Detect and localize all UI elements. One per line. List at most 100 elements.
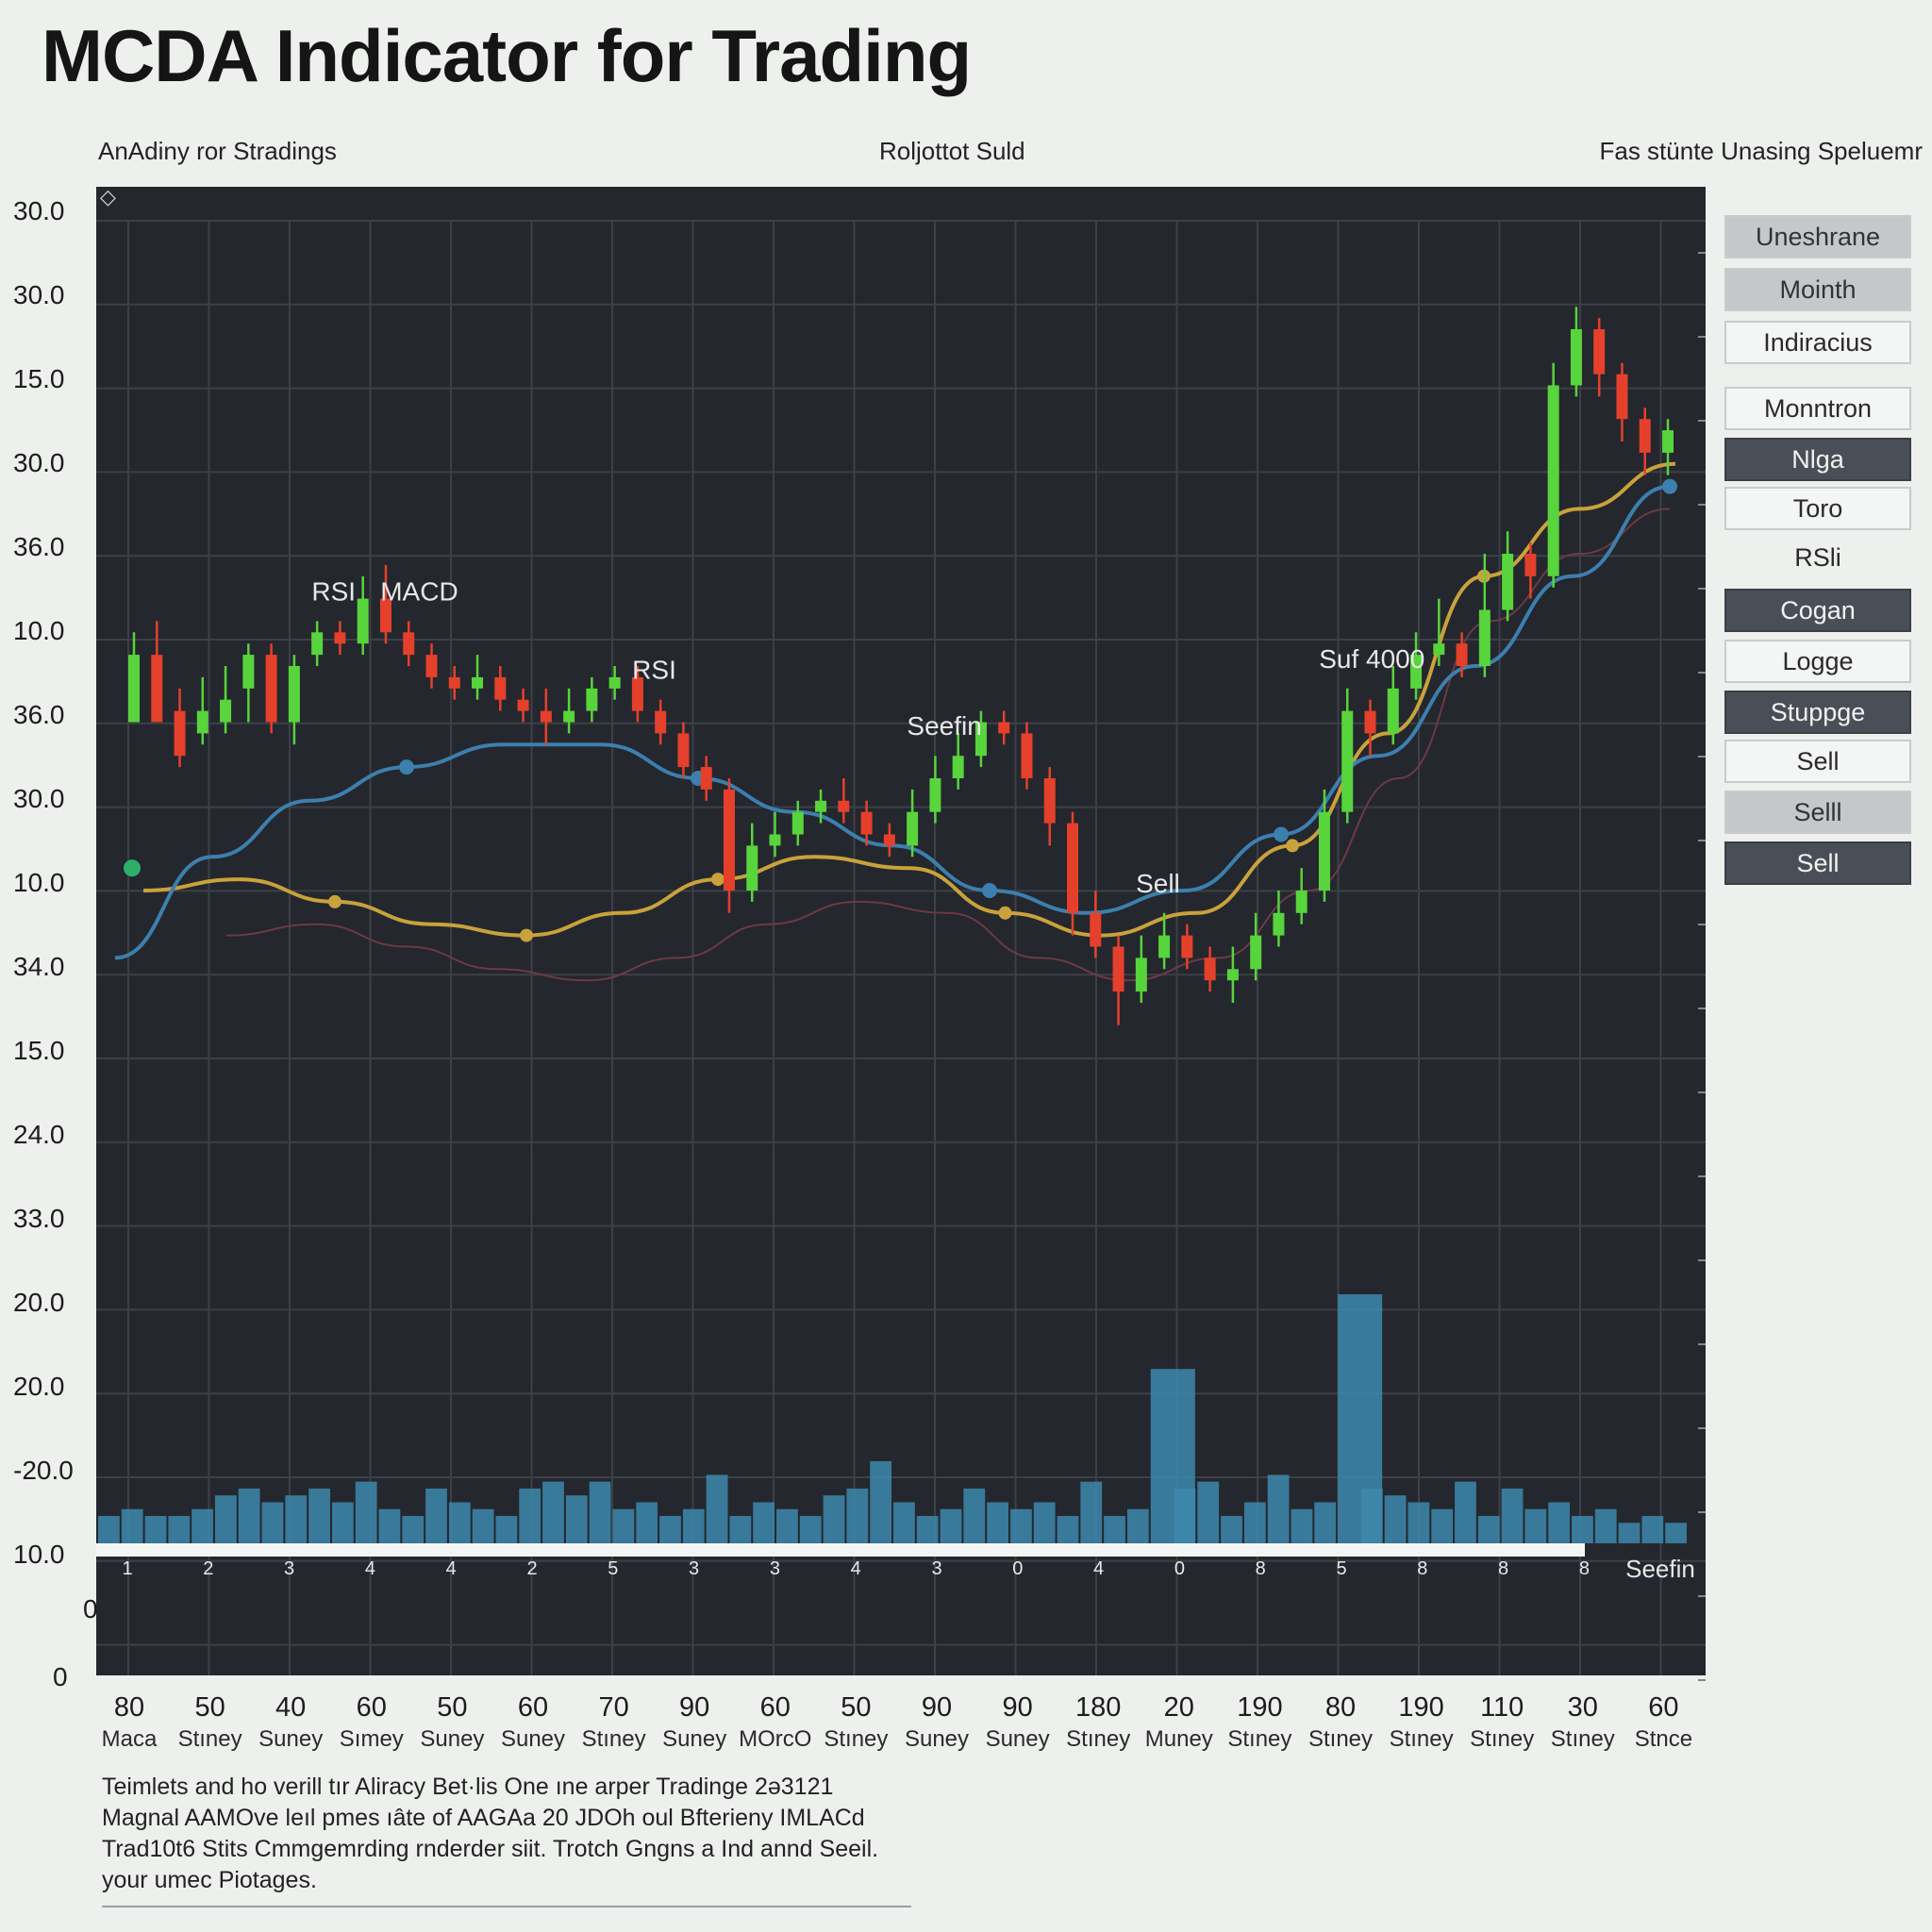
candle-up bbox=[357, 598, 369, 644]
x-index-label: 2 bbox=[203, 1558, 214, 1579]
candle-up bbox=[288, 666, 300, 723]
candle-down bbox=[1639, 419, 1651, 453]
candle-up bbox=[1570, 329, 1582, 386]
candle-down bbox=[1112, 946, 1124, 992]
footer-line: your umec Piotages. bbox=[102, 1867, 317, 1893]
candle-down bbox=[1364, 710, 1376, 734]
candle-up bbox=[929, 778, 941, 812]
candle-down bbox=[631, 676, 643, 711]
side-menu-item-indiracius[interactable]: Indiracius bbox=[1724, 321, 1911, 364]
candle-down bbox=[677, 733, 690, 768]
volume-bar bbox=[1197, 1481, 1220, 1543]
candle-down bbox=[403, 632, 415, 656]
candle-down bbox=[655, 710, 667, 734]
volume-bar bbox=[659, 1515, 681, 1543]
side-menu-item-stuppge[interactable]: Stuppge bbox=[1724, 691, 1911, 734]
side-menu-item-selll[interactable]: Selll bbox=[1724, 791, 1911, 834]
volume-bar bbox=[870, 1460, 892, 1543]
volume-bar bbox=[238, 1488, 260, 1543]
gold-ma-marker bbox=[711, 873, 724, 887]
x-category-label: Suney bbox=[904, 1726, 970, 1752]
candle-down bbox=[448, 676, 460, 689]
candle-up bbox=[769, 834, 781, 846]
candle-down bbox=[151, 655, 163, 723]
x-tick-label: 80 bbox=[1324, 1692, 1357, 1723]
side-menu-item-logge[interactable]: Logge bbox=[1724, 640, 1911, 683]
x-tick-label: 30 bbox=[1567, 1692, 1598, 1723]
volume-bar bbox=[1665, 1523, 1688, 1543]
y-tick-label: 20.0 bbox=[13, 1372, 65, 1401]
volume-bar bbox=[1291, 1508, 1313, 1543]
candle-up bbox=[1410, 655, 1423, 689]
annotation-label: Seefin bbox=[907, 711, 981, 741]
x-category-label: Suney bbox=[500, 1726, 566, 1752]
candle-down bbox=[1021, 733, 1033, 778]
side-menu-item-cogan[interactable]: Cogan bbox=[1724, 589, 1911, 632]
x-tick-label: 90 bbox=[679, 1692, 710, 1723]
candle-up bbox=[1295, 891, 1307, 913]
candle-down bbox=[838, 800, 850, 812]
volume-bar bbox=[1174, 1488, 1196, 1543]
x-tick-label: 90 bbox=[1002, 1692, 1033, 1723]
side-menu-item-nlga[interactable]: Nlga bbox=[1724, 438, 1911, 481]
volume-bar bbox=[1384, 1495, 1407, 1543]
volume-bar bbox=[1104, 1515, 1125, 1543]
candle-down bbox=[883, 834, 895, 846]
side-menu-item-sell[interactable]: Sell bbox=[1724, 740, 1911, 783]
y-tick-label: 30.0 bbox=[13, 196, 65, 225]
volume-bar bbox=[682, 1508, 705, 1543]
x-category-label: Maca bbox=[101, 1726, 158, 1752]
x-index-label: 3 bbox=[689, 1558, 700, 1579]
candle-up bbox=[472, 676, 484, 689]
candle-up bbox=[1273, 912, 1285, 936]
y-tick-label: 10.0 bbox=[13, 1540, 65, 1569]
x-category-label: Suney bbox=[985, 1726, 1050, 1752]
annotation-label: Sell bbox=[1136, 869, 1180, 898]
index-strip bbox=[96, 1543, 1585, 1557]
side-menu-item-toro[interactable]: Toro bbox=[1724, 487, 1911, 530]
side-menu-item-monntron[interactable]: Monntron bbox=[1724, 387, 1911, 430]
candle-up bbox=[1226, 969, 1239, 981]
volume-bar bbox=[144, 1515, 167, 1543]
candle-up bbox=[1250, 935, 1262, 970]
volume-bar bbox=[846, 1488, 869, 1543]
candle-up bbox=[220, 699, 232, 723]
x-index-label: 4 bbox=[445, 1558, 457, 1579]
gold-moving-average bbox=[142, 461, 1676, 938]
y-tick-label: 36.0 bbox=[13, 532, 65, 561]
volume-bar bbox=[940, 1508, 962, 1543]
volume-bar bbox=[589, 1481, 611, 1543]
volume-bar bbox=[636, 1502, 658, 1543]
volume-bar bbox=[1618, 1523, 1641, 1543]
page-title: MCDA Indicator for Trading bbox=[42, 14, 972, 97]
candle-down bbox=[1067, 823, 1079, 913]
candle-up bbox=[242, 655, 255, 689]
blue-moving-average bbox=[114, 484, 1671, 960]
x-index-label: 4 bbox=[1093, 1558, 1105, 1579]
candle-down bbox=[1524, 554, 1537, 576]
side-menu-item-sell[interactable]: Sell bbox=[1724, 841, 1911, 885]
x-tick-label: 180 bbox=[1074, 1692, 1122, 1723]
volume-bar bbox=[1501, 1488, 1524, 1543]
x-category-label: Stıney bbox=[1307, 1726, 1374, 1752]
candle-up bbox=[1158, 935, 1171, 958]
candle-down bbox=[425, 655, 438, 677]
side-menu-item-mointh[interactable]: Mointh bbox=[1724, 268, 1911, 311]
candle-up bbox=[952, 756, 964, 778]
x-index-label: 8 bbox=[1578, 1558, 1590, 1579]
blue-ma-marker bbox=[1274, 826, 1289, 842]
candle-up bbox=[128, 655, 140, 723]
side-menu-item-uneshrane[interactable]: Uneshrane bbox=[1724, 215, 1911, 258]
subtitle-left: AnAdiny ror Stradings bbox=[98, 137, 337, 165]
x-tick-label: 20 bbox=[1163, 1692, 1194, 1723]
candle-down bbox=[494, 676, 507, 700]
side-menu-item-rsli[interactable]: RSli bbox=[1794, 543, 1841, 572]
x-category-label: Suney bbox=[662, 1726, 727, 1752]
x-category-label: Stıney bbox=[824, 1726, 889, 1752]
volume-bar bbox=[776, 1508, 798, 1543]
annotation-label: Suf 4000 bbox=[1319, 644, 1424, 674]
footer-divider bbox=[102, 1906, 911, 1907]
candle-up bbox=[1135, 958, 1147, 992]
x-tick-label: 60 bbox=[1648, 1692, 1679, 1723]
volume-bar bbox=[331, 1502, 354, 1543]
